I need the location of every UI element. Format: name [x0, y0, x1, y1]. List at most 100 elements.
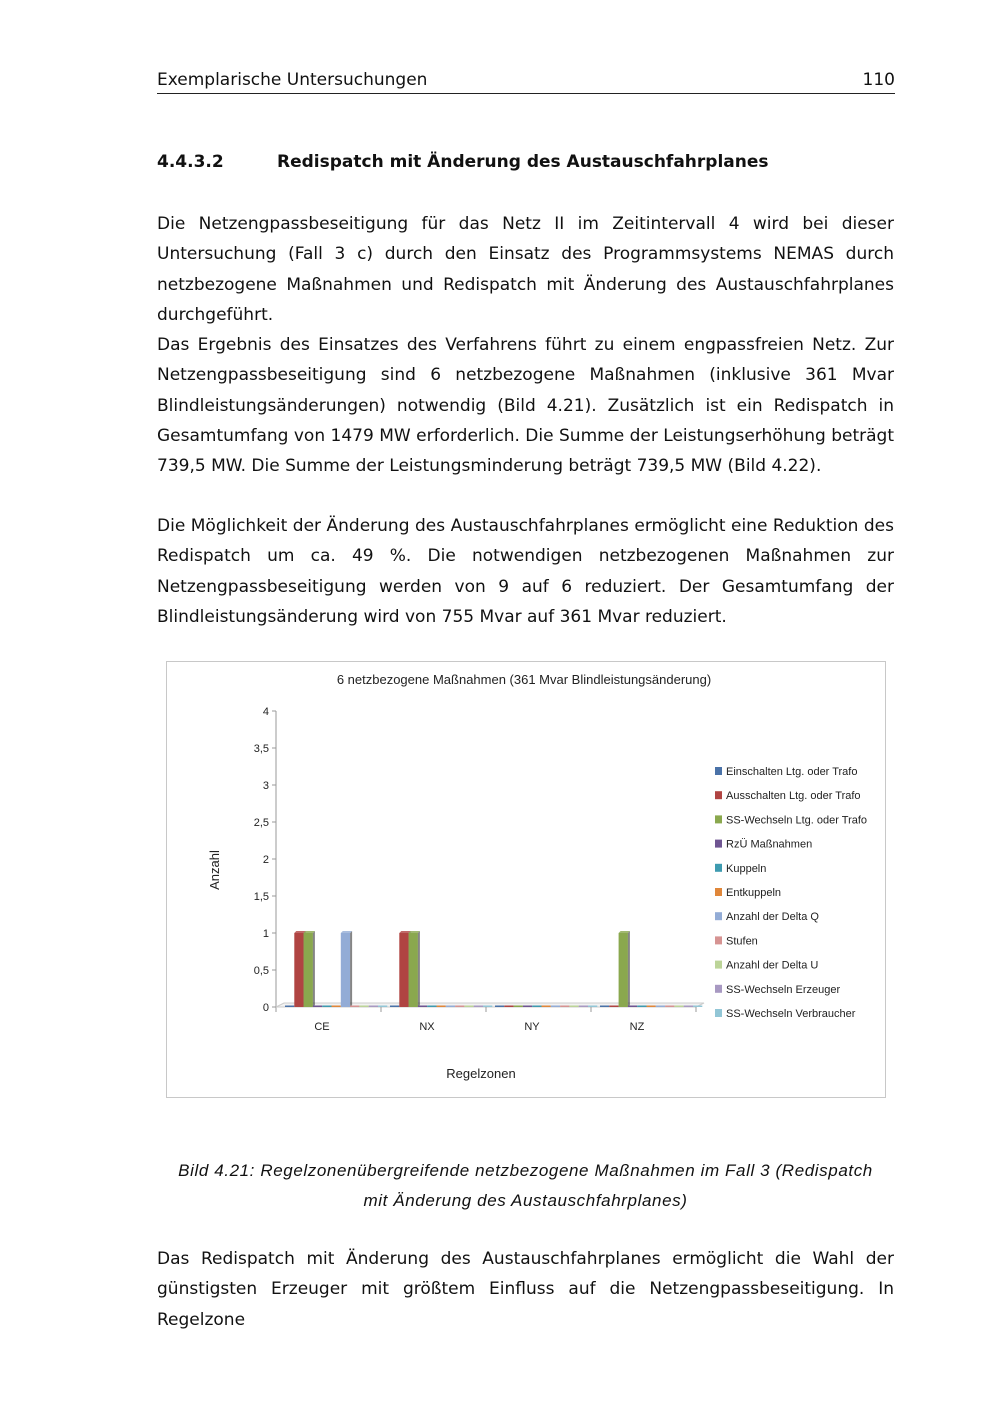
paragraph-2: Das Ergebnis des Einsatzes des Verfahren… [157, 335, 894, 477]
y-tick-label: 0 [263, 1002, 269, 1014]
bar [578, 1005, 588, 1007]
legend-swatch [715, 936, 722, 945]
bar [541, 1005, 551, 1007]
section-heading: 4.4.3.2 Redispatch mit Änderung des Austa… [157, 152, 769, 172]
y-axis-label: Anzahl [207, 850, 222, 890]
bar [483, 1005, 493, 1007]
bar [609, 1005, 619, 1007]
bar-top [408, 931, 420, 933]
bar [464, 1005, 474, 1007]
y-tick-label: 3,5 [254, 743, 269, 755]
bar [417, 1005, 428, 1007]
bar [655, 1005, 666, 1007]
bar-top [294, 931, 306, 933]
x-tick-label: NY [524, 1021, 540, 1033]
section-title: Redispatch mit Änderung des Austauschfah… [277, 152, 769, 172]
legend-label: Kuppeln [726, 863, 766, 875]
y-tick-label: 4 [263, 706, 269, 718]
legend-label: RzÜ Maßnahmen [726, 839, 812, 851]
bar-chart: 6 netzbezogene Maßnahmen (361 Mvar Blind… [207, 672, 867, 1081]
bar [627, 1005, 638, 1007]
bar-top [618, 931, 630, 933]
bar [665, 1005, 675, 1007]
bar [532, 1005, 542, 1007]
y-tick-label: 3 [263, 780, 269, 792]
bar [455, 1005, 465, 1007]
bar-side [350, 931, 353, 1007]
caption-line-2: mit Änderung des Austauschfahrplanes) [363, 1191, 688, 1210]
bar [618, 933, 628, 1007]
y-tick-label: 1 [263, 928, 269, 940]
bar [331, 1005, 341, 1007]
y-tick-label: 2,5 [254, 817, 269, 829]
legend-label: Stufen [726, 935, 758, 947]
bar-side [417, 931, 420, 1007]
figure-caption: Bild 4.21: Regelzonenübergreifende netzb… [157, 1156, 894, 1216]
bar [560, 1005, 570, 1007]
legend-swatch [715, 815, 722, 824]
legend-label: Ausschalten Ltg. oder Trafo [726, 790, 861, 802]
bar [359, 1005, 369, 1007]
bar [390, 1005, 400, 1007]
section-number: 4.4.3.2 [157, 152, 224, 172]
legend-swatch [715, 863, 722, 872]
legend-label: SS-Wechseln Verbraucher [726, 1008, 856, 1020]
bar [495, 1005, 505, 1007]
y-tick-label: 2 [263, 854, 269, 866]
y-tick-label: 1,5 [254, 891, 269, 903]
legend-swatch [715, 888, 722, 896]
bar [504, 1005, 514, 1007]
bar-top [399, 931, 411, 933]
bar [637, 1005, 647, 1007]
bar [368, 1005, 378, 1007]
x-axis-label: Regelzonen [446, 1066, 515, 1081]
bar [513, 1005, 523, 1007]
bar [550, 1005, 561, 1007]
bar [522, 1005, 533, 1007]
legend-label: Entkuppeln [726, 887, 781, 899]
bar [683, 1005, 693, 1007]
bar [473, 1005, 483, 1007]
bar [399, 933, 409, 1007]
bar [322, 1005, 332, 1007]
caption-line-1: Bild 4.21: Regelzonenübergreifende netzb… [178, 1161, 873, 1180]
paragraph-1: Die Netzengpassbeseitigung für das Netz … [157, 214, 894, 325]
bar-side [312, 931, 315, 1007]
legend-swatch [715, 767, 722, 775]
bar [378, 1005, 388, 1007]
bar [350, 1005, 360, 1007]
legend-label: Anzahl der Delta Q [726, 911, 819, 923]
legend-label: Einschalten Ltg. oder Trafo [726, 766, 857, 778]
bar [445, 1005, 456, 1007]
legend-label: SS-Wechseln Erzeuger [726, 984, 840, 996]
bar [312, 1005, 323, 1007]
bar [646, 1005, 656, 1007]
x-tick-label: CE [314, 1021, 329, 1033]
bar [436, 1005, 446, 1007]
bar [588, 1005, 598, 1007]
chart-title: 6 netzbezogene Maßnahmen (361 Mvar Blind… [337, 672, 711, 687]
bar [600, 1005, 610, 1007]
bar [427, 1005, 437, 1007]
bar [674, 1005, 684, 1007]
legend-swatch [715, 1009, 722, 1017]
bar [303, 933, 313, 1007]
running-header: Exemplarische Untersuchungen 110 [157, 70, 895, 94]
bar [408, 933, 418, 1007]
legend-swatch [715, 912, 722, 921]
paragraph-4: Das Redispatch mit Änderung des Austausc… [157, 1249, 894, 1330]
y-tick-label: 0,5 [254, 965, 269, 977]
bar-side [627, 931, 630, 1007]
bar [285, 1005, 295, 1007]
bar-top [303, 931, 315, 933]
legend-swatch [715, 960, 722, 969]
legend-label: Anzahl der Delta U [726, 960, 818, 972]
x-tick-label: NZ [630, 1021, 645, 1033]
page-number: 110 [862, 70, 895, 90]
legend-swatch [715, 791, 722, 800]
legend-swatch [715, 984, 722, 993]
header-title: Exemplarische Untersuchungen [157, 70, 428, 90]
bar [340, 933, 351, 1007]
chart-frame: 6 netzbezogene Maßnahmen (361 Mvar Blind… [166, 661, 886, 1098]
